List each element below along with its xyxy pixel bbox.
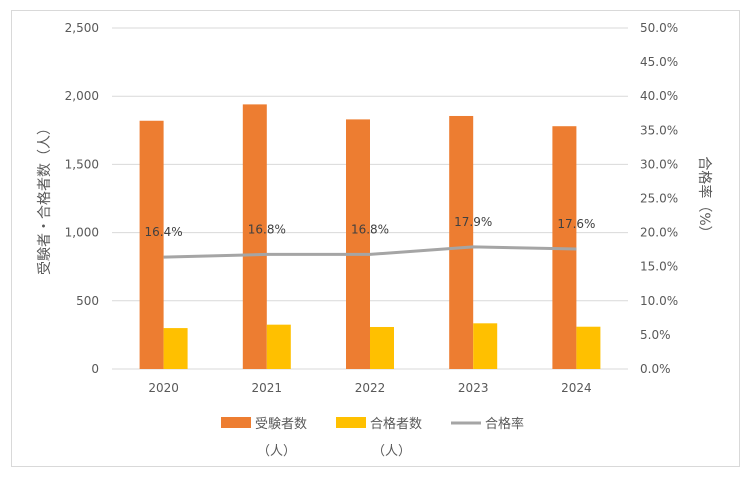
legend-label-rate: 合格率: [485, 416, 524, 432]
x-tick-label: 2023: [458, 381, 489, 395]
right-tick-label: 15.0%: [640, 260, 678, 274]
x-tick-label: 2020: [148, 381, 179, 395]
bar-passers: [473, 323, 498, 369]
rate-line: [163, 245, 577, 259]
left-tick-label: 2,500: [65, 21, 99, 35]
legend-label-passers-line1: 合格者数: [370, 416, 422, 432]
left-tick-label: 2,000: [65, 89, 99, 103]
gridlines: [112, 27, 628, 370]
x-axis-ticks: 2020 2021 2022 2023 2024: [148, 381, 591, 395]
x-tick-label: 2021: [252, 381, 283, 395]
bars: [139, 104, 601, 369]
rate-data-label: 16.4%: [145, 225, 183, 239]
bar-passers: [370, 326, 394, 369]
legend: 受験者数 （人） 合格者数 （人） 合格率: [221, 416, 524, 459]
legend-label-applicants-line1: 受験者数: [255, 417, 307, 432]
right-axis-title: 合格率（%）: [696, 156, 713, 239]
rate-data-label: 16.8%: [248, 222, 286, 236]
right-tick-label: 0.0%: [640, 362, 671, 376]
legend-swatch-passers: [336, 417, 366, 428]
right-tick-label: 5.0%: [640, 328, 671, 342]
rate-data-label: 17.6%: [557, 217, 595, 231]
left-tick-label: 500: [76, 294, 99, 308]
right-tick-label: 35.0%: [640, 123, 678, 137]
right-tick-label: 50.0%: [640, 21, 678, 35]
right-tick-label: 10.0%: [640, 294, 678, 308]
right-tick-label: 40.0%: [640, 89, 678, 103]
right-tick-label: 45.0%: [640, 55, 678, 69]
left-tick-label: 1,500: [65, 157, 99, 171]
bar-passers: [266, 324, 291, 369]
legend-label-passers-line2: （人）: [372, 444, 411, 459]
left-axis-title: 受験者・合格者数（人）: [37, 121, 53, 275]
left-tick-label: 0: [91, 362, 99, 376]
x-tick-label: 2022: [355, 381, 386, 395]
left-tick-label: 1,000: [65, 226, 99, 240]
x-tick-label: 2024: [561, 381, 592, 395]
right-tick-label: 25.0%: [640, 192, 678, 206]
bar-passers: [576, 326, 601, 369]
rate-line-layer: 16.4% 16.8% 16.8% 17.9% 17.6%: [145, 215, 595, 259]
legend-swatch-applicants: [221, 417, 251, 428]
bar-applicants: [449, 115, 474, 369]
chart-frame: [11, 10, 740, 467]
right-tick-label: 20.0%: [640, 226, 678, 240]
legend-label-applicants-line2: （人）: [257, 444, 296, 459]
rate-data-label: 17.9%: [454, 215, 492, 229]
bar-applicants: [139, 120, 164, 369]
bar-applicants: [346, 119, 370, 369]
bar-passers: [163, 328, 188, 369]
bar-applicants: [242, 104, 267, 369]
left-axis-ticks: 0 500 1,000 1,500 2,000 2,500: [65, 21, 99, 376]
right-axis-ticks: 0.0% 5.0% 10.0% 15.0% 20.0% 25.0% 30.0% 35.0% 40…: [640, 21, 678, 376]
rate-data-label: 16.8%: [351, 222, 389, 236]
right-tick-label: 30.0%: [640, 157, 678, 171]
